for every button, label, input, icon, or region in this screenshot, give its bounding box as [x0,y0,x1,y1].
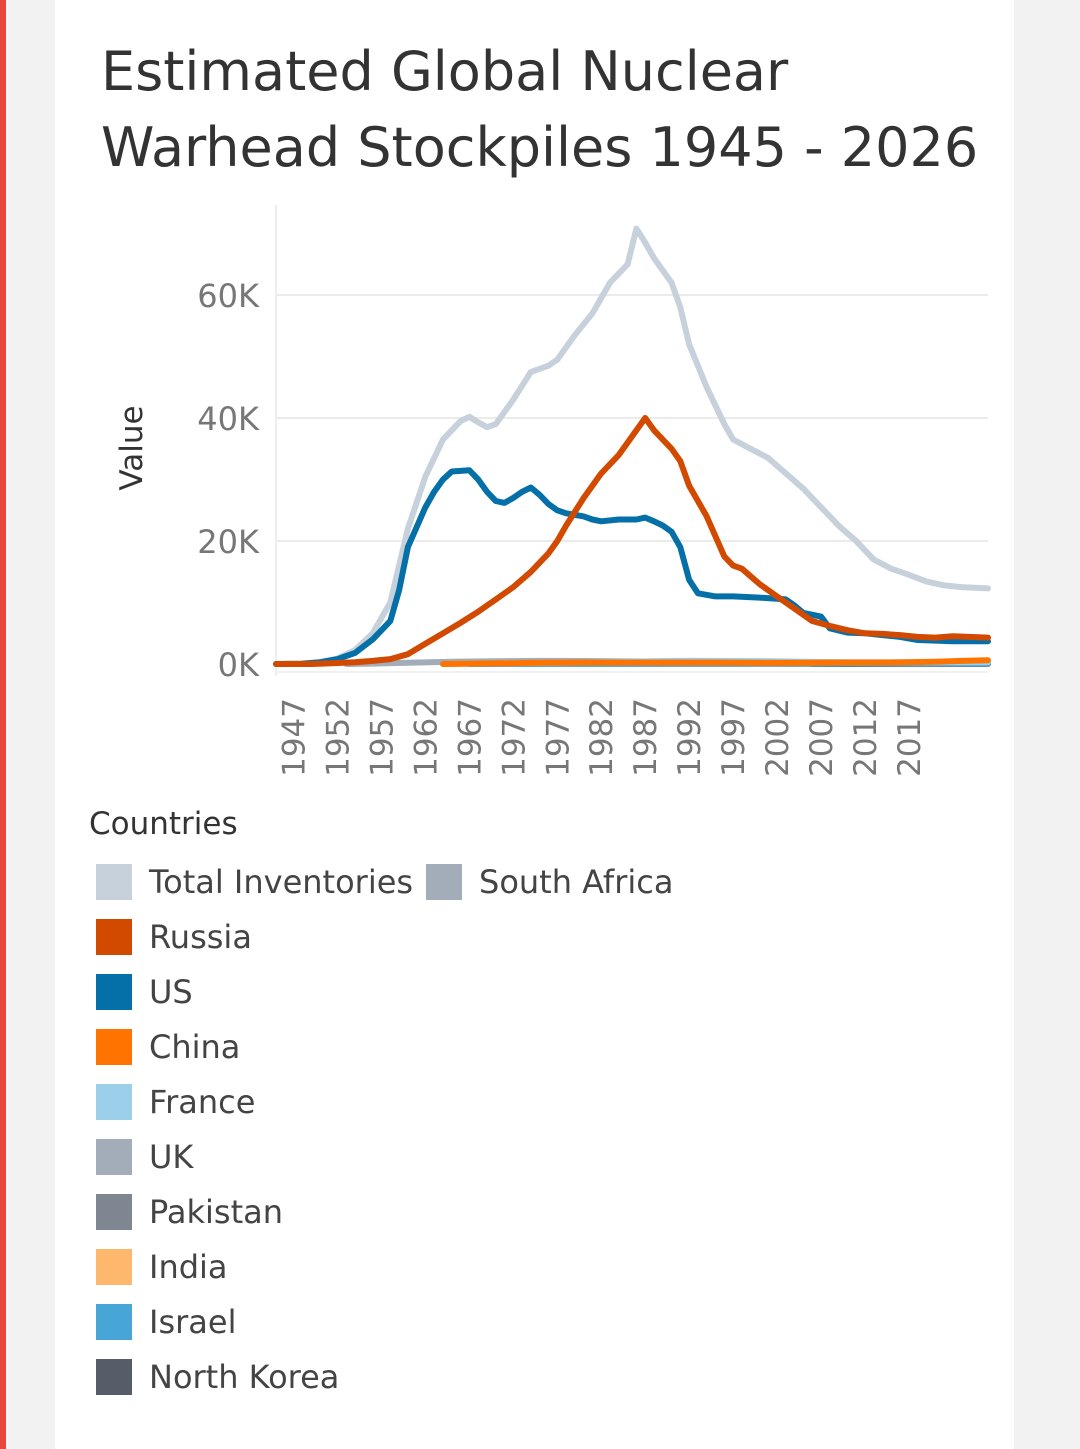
y-tick-label: 60K [197,277,260,315]
legend-label: India [149,1248,228,1286]
y-tick-label: 20K [197,523,260,561]
x-tick-label: 2007 [804,698,840,777]
x-tick-label: 1952 [321,698,357,777]
legend-item-india[interactable]: India [96,1247,228,1287]
x-tick-label: 1997 [716,698,752,777]
legend-swatch [96,974,132,1010]
x-tick-label: 1977 [540,698,576,777]
legend-swatch [96,864,132,900]
series-line-us [273,467,991,667]
x-tick-label: 1967 [452,698,488,777]
legend-swatch [96,1304,132,1340]
legend-label: UK [149,1138,194,1176]
y-tick-label: 0K [218,646,260,684]
legend-swatch [96,919,132,955]
legend-swatch [96,1194,132,1230]
chart-title: Estimated Global Nuclear Warhead Stockpi… [101,40,979,179]
legend-swatch [426,864,462,900]
legend-item-north-korea[interactable]: North Korea [96,1357,339,1397]
legend-item-us[interactable]: US [96,972,193,1012]
legend-label: Israel [149,1303,237,1341]
legend-item-china[interactable]: China [96,1027,240,1067]
y-axis-ticks: 0K 20K 40K 60K [197,277,260,684]
y-axis-label: Value [114,405,150,490]
page-accent-bar [0,0,6,1449]
legend-title: Countries [89,806,238,842]
legend-label: France [149,1083,256,1121]
y-tick-label: 40K [197,400,260,438]
legend-item-total-inventories[interactable]: Total Inventories [96,862,413,902]
line-chart: 0K 20K 40K 60K 1947 1952 1957 1962 1967 1972 1977… [114,205,991,777]
x-tick-label: 1957 [364,698,400,777]
legend-label: China [149,1028,241,1066]
series-line-china [440,657,991,667]
legend-label: South Africa [479,863,674,901]
legend-item-israel[interactable]: Israel [96,1302,236,1342]
x-tick-label: 1982 [584,698,620,777]
legend-swatch [96,1139,132,1175]
legend-item-pakistan[interactable]: Pakistan [96,1192,283,1232]
legend-swatch [96,1249,132,1285]
legend-swatch [96,1029,132,1065]
legend-swatch [96,1359,132,1395]
legend-item-uk[interactable]: UK [96,1137,193,1177]
x-tick-label: 2017 [892,698,928,777]
x-axis-ticks: 1947 1952 1957 1962 1967 1972 1977 1982 1987 1992… [277,698,928,777]
x-tick-label: 1962 [408,698,444,777]
legend-label: Total Inventories [149,863,414,901]
x-tick-label: 2012 [848,698,884,777]
legend-item-russia[interactable]: Russia [96,917,252,957]
legend-label: North Korea [149,1358,340,1396]
legend-label: Pakistan [149,1193,283,1231]
x-tick-label: 2002 [760,698,796,777]
x-tick-label: 1987 [628,698,664,777]
x-tick-label: 1947 [277,698,313,777]
chart-card: Estimated Global Nuclear Warhead Stockpi… [55,0,1014,1449]
legend-label: Russia [149,918,252,956]
legend-swatch [96,1084,132,1120]
legend-item-france[interactable]: France [96,1082,255,1122]
gridlines [276,294,988,673]
x-tick-label: 1972 [496,698,532,777]
series-line-total-inventories [273,225,991,667]
x-tick-label: 1992 [672,698,708,777]
series-lines [273,225,991,667]
series-line-russia [273,415,991,667]
legend-label: US [149,973,193,1011]
legend-item-south-africa[interactable]: South Africa [426,862,673,902]
